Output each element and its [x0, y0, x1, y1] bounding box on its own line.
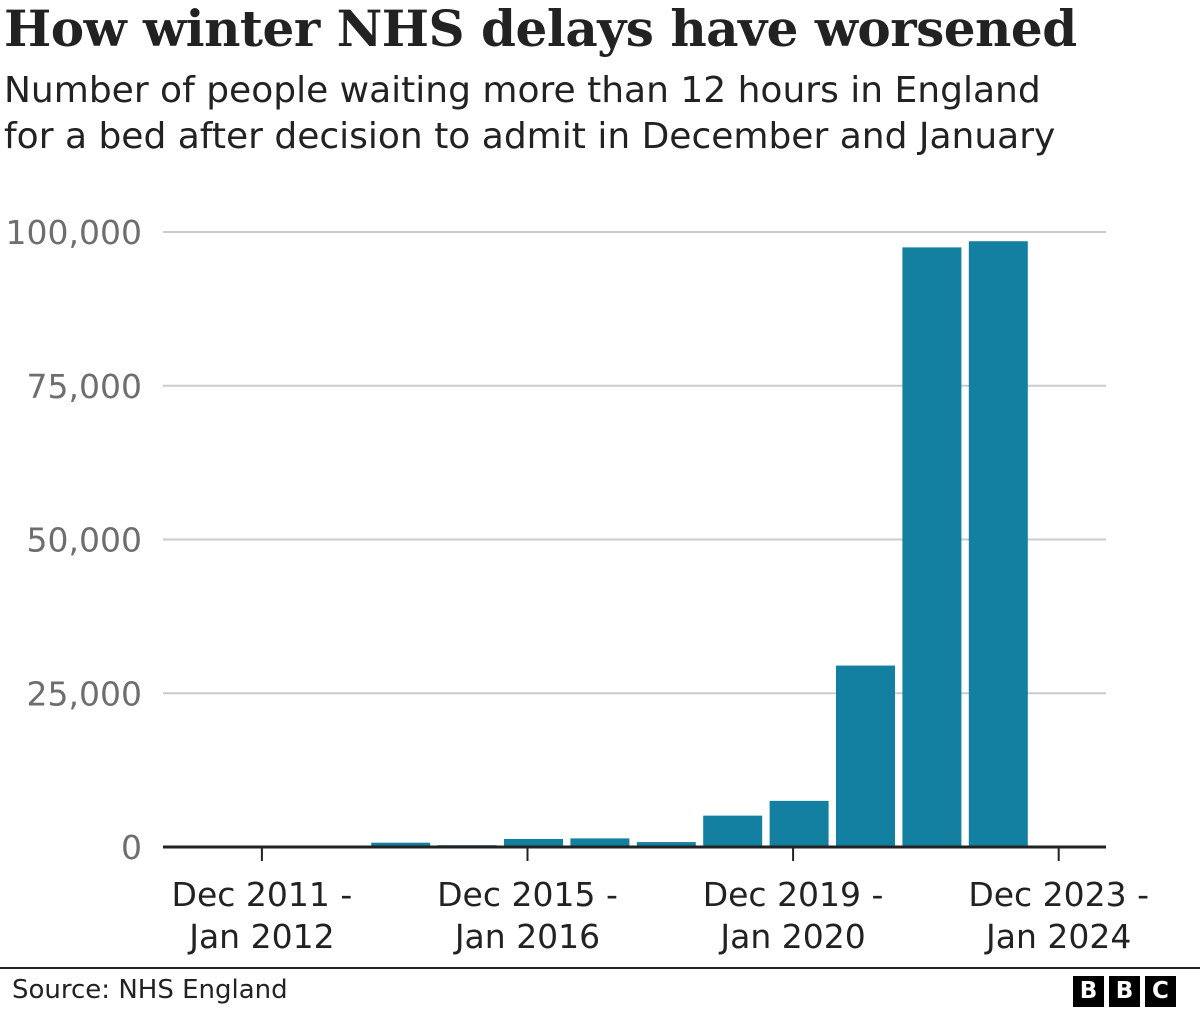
y-tick-label: 0 [121, 828, 142, 867]
bar [504, 839, 563, 847]
bar [570, 838, 630, 847]
footer-divider [0, 967, 1200, 969]
y-tick-label: 50,000 [27, 521, 142, 560]
chart-subtitle: Number of people waiting more than 12 ho… [4, 68, 1055, 160]
x-tick-label-line-2: Jan 2020 [718, 917, 865, 956]
bbc-logo: B B C [1073, 976, 1176, 1007]
chart-subtitle-line-2: for a bed after decision to admit in Dec… [4, 116, 1056, 157]
x-tick-label-line-2: Jan 2024 [984, 917, 1131, 956]
bar [769, 800, 829, 847]
y-axis-tick-labels: 0 25,000 50,000 75,000 100,000 [6, 213, 142, 867]
grid-lines [163, 231, 1106, 695]
bar [636, 842, 696, 847]
x-tick-label-line-2: Jan 2016 [453, 917, 600, 956]
chart-subtitle-line-1: Number of people waiting more than 12 ho… [4, 70, 1041, 111]
bar [902, 247, 962, 847]
bar [703, 815, 763, 847]
bar [371, 842, 431, 847]
bbc-logo-letter-3: C [1145, 976, 1176, 1007]
x-tick-label-line-1: Dec 2015 - [437, 875, 618, 914]
bar [836, 665, 895, 847]
x-tick-label-line-1: Dec 2011 - [172, 875, 353, 914]
source-note: Source: NHS England [12, 975, 288, 1005]
bars [172, 241, 1028, 848]
y-tick-label: 100,000 [6, 213, 142, 252]
x-tick-label-line-1: Dec 2019 - [703, 875, 884, 914]
chart-title: How winter NHS delays have worsened [4, 0, 1077, 58]
x-tick-label-line-2: Jan 2012 [187, 917, 334, 956]
bbc-logo-letter-2: B [1109, 976, 1140, 1007]
x-axis-tick-labels: Dec 2011 -Jan 2012 Dec 2015 -Jan 2016 Dec … [172, 875, 1150, 956]
y-tick-label: 75,000 [27, 367, 142, 406]
y-tick-label: 25,000 [27, 674, 142, 713]
x-tick-label-line-1: Dec 2023 - [968, 875, 1149, 914]
bbc-logo-letter-1: B [1073, 976, 1104, 1007]
bar [968, 241, 1028, 848]
x-axis [163, 845, 1106, 861]
